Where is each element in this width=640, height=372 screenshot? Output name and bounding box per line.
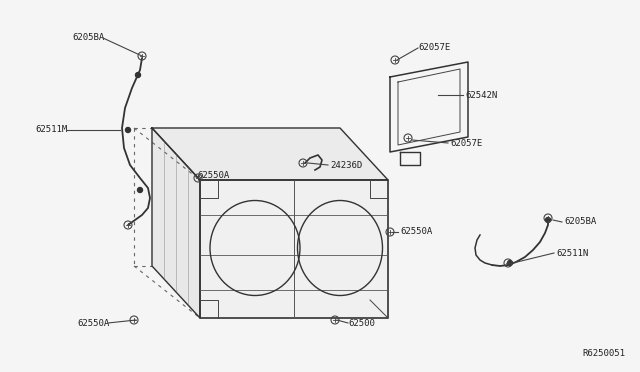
Polygon shape (152, 128, 200, 318)
Text: 6205BA: 6205BA (564, 218, 596, 227)
Circle shape (136, 73, 141, 77)
Text: 62542N: 62542N (465, 90, 497, 99)
Text: 62057E: 62057E (450, 138, 483, 148)
Text: 62550A: 62550A (197, 170, 229, 180)
Circle shape (125, 128, 131, 132)
Text: 6205BA: 6205BA (73, 33, 105, 42)
Text: R6250051: R6250051 (582, 349, 625, 357)
Text: 62511M: 62511M (36, 125, 68, 135)
Text: 24236D: 24236D (330, 160, 362, 170)
Text: 62550A: 62550A (77, 318, 110, 327)
Text: 62057E: 62057E (418, 44, 451, 52)
Polygon shape (152, 128, 388, 180)
Polygon shape (200, 180, 388, 318)
Text: 62500: 62500 (348, 318, 375, 327)
Circle shape (508, 260, 513, 266)
Circle shape (138, 187, 143, 192)
Text: 62550A: 62550A (400, 228, 432, 237)
Circle shape (545, 218, 550, 222)
Text: 62511N: 62511N (556, 248, 588, 257)
